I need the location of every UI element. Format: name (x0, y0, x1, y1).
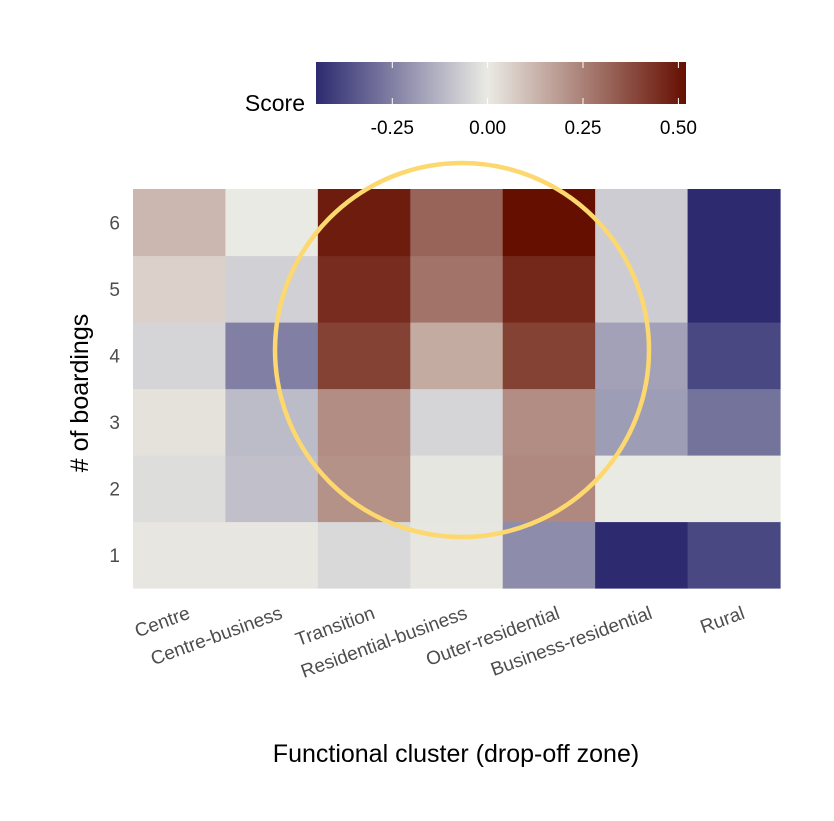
heatmap-cell (502, 189, 596, 257)
heatmap-cell (502, 455, 596, 523)
x-tick-label: Business-residential (488, 603, 655, 681)
heatmap-cell (133, 322, 227, 390)
heatmap-cell (687, 388, 781, 456)
heatmap-cell (133, 388, 227, 456)
heatmap-cell (317, 388, 411, 456)
heatmap-cell (225, 255, 319, 323)
heatmap-cell (225, 322, 319, 390)
heatmap-cell (410, 455, 504, 523)
legend-tick-label: 0.50 (660, 118, 697, 139)
heatmap-cell (225, 455, 319, 523)
heatmap-cell (317, 521, 411, 589)
y-tick-label: 2 (109, 479, 120, 500)
heatmap-cell (410, 322, 504, 390)
heatmap-cell (687, 255, 781, 323)
heatmap-cell (502, 521, 596, 589)
heatmap-cell (410, 189, 504, 257)
heatmap-cell (133, 255, 227, 323)
heatmap-cell (133, 455, 227, 523)
legend-tick-label: 0.25 (565, 118, 602, 139)
heatmap-cell (317, 322, 411, 390)
heatmap-cell (502, 322, 596, 390)
y-tick-label: 4 (109, 346, 120, 367)
y-tick-label: 1 (109, 546, 120, 567)
heatmap-cells (133, 189, 781, 589)
heatmap-cell (133, 521, 227, 589)
y-tick-label: 6 (109, 213, 120, 234)
legend-tick-label: -0.25 (371, 118, 414, 139)
heatmap-cell (687, 521, 781, 589)
heatmap-cell (225, 521, 319, 589)
legend-colorbar (316, 62, 686, 104)
heatmap-cell (225, 388, 319, 456)
heatmap-cell (595, 521, 689, 589)
heatmap-cell (317, 189, 411, 257)
y-tick-label: 5 (109, 280, 120, 301)
x-tick-label: Rural (698, 603, 748, 638)
heatmap-cell (687, 322, 781, 390)
heatmap-cell (225, 189, 319, 257)
heatmap-cell (687, 455, 781, 523)
x-axis-title: Functional cluster (drop-off zone) (273, 740, 639, 768)
heatmap-cell (595, 189, 689, 257)
heatmap-cell (502, 255, 596, 323)
y-tick-labels: 1 2 3 4 5 6 (109, 213, 120, 567)
heatmap-cell (687, 189, 781, 257)
legend: Score -0.25 0.00 0.25 0.50 (245, 62, 697, 139)
heatmap-cell (410, 388, 504, 456)
heatmap-cell (502, 388, 596, 456)
y-axis-title: # of boardings (66, 314, 94, 472)
heatmap-cell (410, 255, 504, 323)
legend-tick-label: 0.00 (469, 118, 506, 139)
heatmap-cell (595, 322, 689, 390)
heatmap-cell (595, 255, 689, 323)
highlight-circle (272, 160, 652, 540)
heatmap-cell (317, 255, 411, 323)
y-tick-label: 3 (109, 413, 120, 434)
heatmap-cell (133, 189, 227, 257)
legend-title: Score (245, 90, 305, 116)
